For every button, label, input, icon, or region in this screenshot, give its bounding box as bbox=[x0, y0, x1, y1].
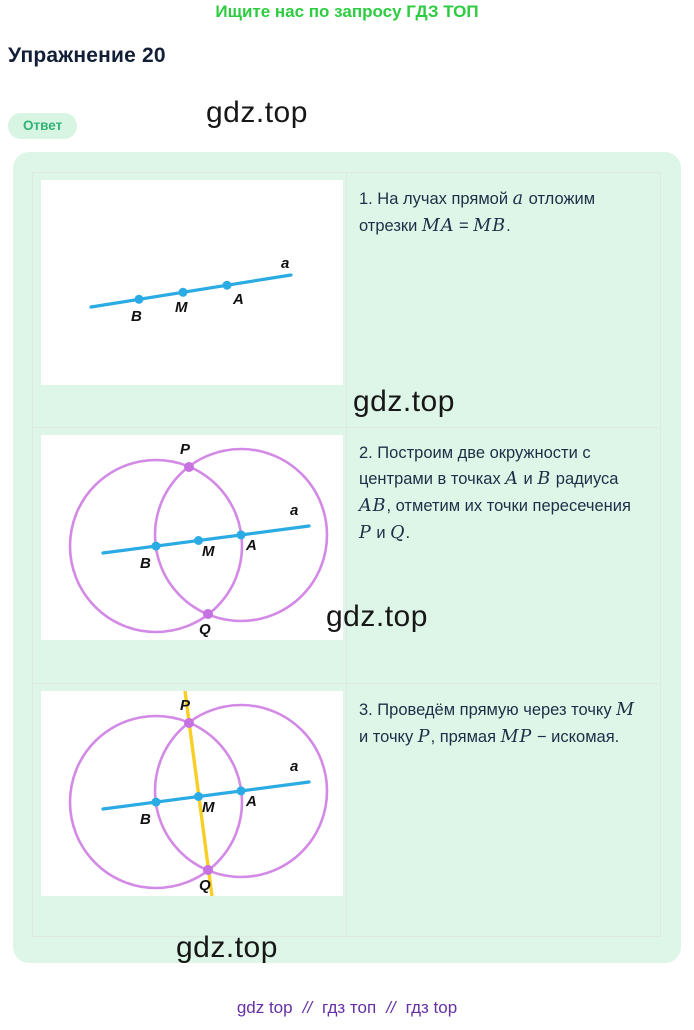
watermark: gdz.top bbox=[176, 931, 278, 964]
point-label-p: P bbox=[180, 441, 191, 458]
figure-cell-2: B M A P Q a bbox=[33, 428, 347, 683]
point-label-b: B bbox=[140, 811, 151, 828]
footer-link-2[interactable]: гдз топ bbox=[322, 998, 377, 1017]
point-label-a-point: A bbox=[245, 537, 257, 554]
solution-step-row-1: B M A a 1. На лучах прямой a отложим отр… bbox=[33, 173, 660, 428]
answer-button[interactable]: Ответ bbox=[8, 113, 78, 139]
line-label-a: a bbox=[290, 502, 298, 519]
footer-separator: // bbox=[302, 998, 313, 1017]
page-title: Упражнение 20 bbox=[8, 44, 166, 67]
point-label-m: M bbox=[202, 799, 215, 816]
watermark: gdz.top bbox=[326, 600, 428, 633]
footer-links: gdz top // гдз топ // гдз top bbox=[0, 998, 694, 1018]
step-text-3: 3. Проведём прямую через точку M и точку… bbox=[358, 700, 636, 747]
site-promo-text: Ищите нас по запросу ГДЗ ТОП bbox=[215, 2, 479, 21]
line-label-a: a bbox=[290, 758, 298, 775]
point-label-q: Q bbox=[199, 621, 211, 638]
figure-line-segment: B M A a bbox=[41, 180, 343, 385]
point-label-b: B bbox=[140, 555, 151, 572]
footer-separator: // bbox=[386, 998, 396, 1017]
figure-two-circles: B M A P Q a bbox=[41, 435, 343, 640]
point-label-a-point: A bbox=[245, 793, 257, 810]
point-label-p: P bbox=[180, 697, 191, 714]
footer-link-3[interactable]: гдз top bbox=[405, 998, 458, 1017]
watermark: gdz.top bbox=[353, 385, 455, 418]
solution-table: B M A a 1. На лучах прямой a отложим отр… bbox=[32, 172, 661, 937]
solution-step-row-3: B M A P Q a 3. Проведём прямую через точ… bbox=[33, 684, 660, 936]
point-label-b: B bbox=[131, 308, 142, 325]
line-label-a: a bbox=[281, 255, 289, 272]
step-text-2: 2. Построим две окружности с центрами в … bbox=[358, 444, 631, 543]
point-label-a-point: A bbox=[232, 291, 244, 308]
solution-step-row-2: B M A P Q a 2. Построим две окружности с… bbox=[33, 428, 660, 684]
point-label-m: M bbox=[175, 299, 188, 316]
footer-link-1[interactable]: gdz top bbox=[236, 998, 293, 1017]
point-label-q: Q bbox=[199, 877, 211, 894]
figure-cell-3: B M A P Q a bbox=[33, 684, 347, 936]
answer-panel: B M A a 1. На лучах прямой a отложим отр… bbox=[13, 152, 681, 963]
watermark: gdz.top bbox=[206, 96, 308, 129]
step-text-1: 1. На лучах прямой a отложим отрезки MA … bbox=[358, 189, 596, 236]
figure-perpendicular-line: B M A P Q a bbox=[41, 690, 343, 897]
point-label-m: M bbox=[202, 543, 215, 560]
figure-cell-1: B M A a bbox=[33, 173, 347, 427]
